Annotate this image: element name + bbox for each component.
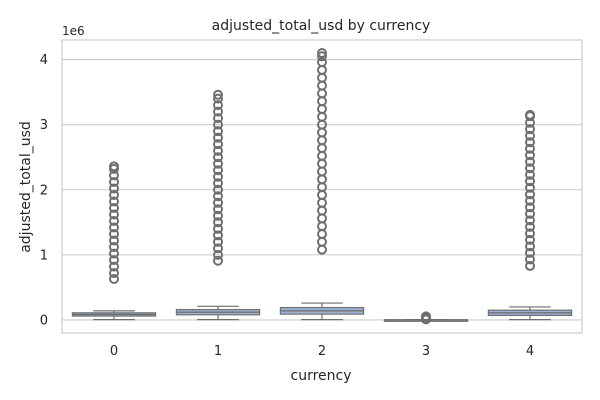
outlier-point [525, 150, 535, 161]
outlier-point [213, 204, 223, 215]
box-group [383, 311, 469, 325]
outlier-point [317, 57, 327, 68]
outlier-point [109, 255, 119, 266]
outlier-point [525, 215, 535, 226]
outlier-point [213, 93, 223, 104]
outlier-point [213, 132, 223, 143]
outlier-point [525, 163, 535, 174]
outlier-point [109, 229, 119, 240]
outlier-point [525, 124, 535, 135]
outlier-point [109, 216, 119, 227]
outlier-point [109, 273, 119, 284]
outlier-point [109, 248, 119, 259]
outlier-point [109, 202, 119, 213]
outlier-point [525, 169, 535, 180]
outlier-point [213, 106, 223, 117]
plot-frame [61, 39, 583, 334]
outlier-point [213, 210, 223, 221]
y-axis-multiplier: 1e6 [62, 24, 85, 38]
outlier-point [213, 178, 223, 189]
outlier-point [525, 109, 535, 120]
outlier-point [525, 182, 535, 193]
outlier-point [525, 202, 535, 213]
y-axis-label: adjusted_total_usd [18, 121, 34, 253]
outlier-point [317, 51, 327, 62]
outlier-point [213, 255, 223, 266]
outlier-point [213, 152, 223, 163]
box-group [487, 109, 573, 321]
y-axis-ticks: 0 1 2 3 4 [40, 53, 48, 328]
outlier-point [213, 217, 223, 228]
x-tick-label: 4 [526, 344, 534, 359]
outlier-point [109, 209, 119, 220]
outlier-point [109, 222, 119, 233]
outlier-point [213, 236, 223, 247]
outlier-point [213, 113, 223, 124]
box-group [279, 48, 365, 321]
x-tick-label: 2 [318, 344, 326, 359]
outlier-point [213, 249, 223, 260]
grid-lines [62, 58, 582, 321]
outlier-point [525, 228, 535, 239]
outlier-point [421, 311, 431, 322]
outlier-point [109, 268, 119, 279]
outlier-point [525, 241, 535, 252]
x-tick-label: 3 [422, 344, 430, 359]
outlier-point [525, 221, 535, 232]
outlier-point [525, 260, 535, 271]
outlier-point [213, 223, 223, 234]
outlier-point [525, 176, 535, 187]
outlier-point [213, 119, 223, 130]
outlier-point [213, 145, 223, 156]
outlier-point [109, 189, 119, 200]
x-axis-label: currency [291, 368, 352, 384]
x-tick-label: 0 [110, 344, 118, 359]
outlier-point [109, 235, 119, 246]
outlier-point [213, 100, 223, 111]
box-group [175, 89, 261, 321]
box-series [71, 48, 573, 325]
outlier-point [525, 130, 535, 141]
outlier-point [213, 126, 223, 137]
y-tick-label: 1 [40, 248, 48, 263]
outlier-point [525, 156, 535, 167]
outlier-point [109, 242, 119, 253]
y-tick-label: 0 [40, 313, 48, 328]
outlier-point [213, 139, 223, 150]
outlier-point [213, 243, 223, 254]
outlier-point [525, 254, 535, 265]
outlier-point [525, 247, 535, 258]
outlier-point [213, 191, 223, 202]
outlier-point [213, 184, 223, 195]
outlier-point [525, 189, 535, 200]
x-tick-label: 1 [214, 344, 222, 359]
chart-title: adjusted_total_usd by currency [212, 18, 431, 34]
outlier-point [109, 176, 119, 187]
outlier-point [109, 196, 119, 207]
outlier-point [525, 208, 535, 219]
y-tick-label: 4 [40, 53, 48, 68]
box-group [71, 161, 157, 321]
outlier-point [213, 165, 223, 176]
outlier-point [109, 170, 119, 181]
outlier-point [525, 137, 535, 148]
outlier-point [525, 143, 535, 154]
outlier-point [109, 161, 119, 172]
outlier-point [213, 230, 223, 241]
outlier-point [525, 234, 535, 245]
x-axis-ticks: 0 1 2 3 4 [110, 344, 534, 359]
outlier-point [213, 197, 223, 208]
outlier-point [213, 171, 223, 182]
outlier-point [109, 183, 119, 194]
y-tick-label: 3 [40, 118, 48, 133]
outlier-point [525, 195, 535, 206]
outlier-point [317, 48, 327, 59]
y-tick-label: 2 [40, 183, 48, 198]
outlier-point [109, 261, 119, 272]
outlier-point [213, 158, 223, 169]
outlier-point [213, 89, 223, 100]
